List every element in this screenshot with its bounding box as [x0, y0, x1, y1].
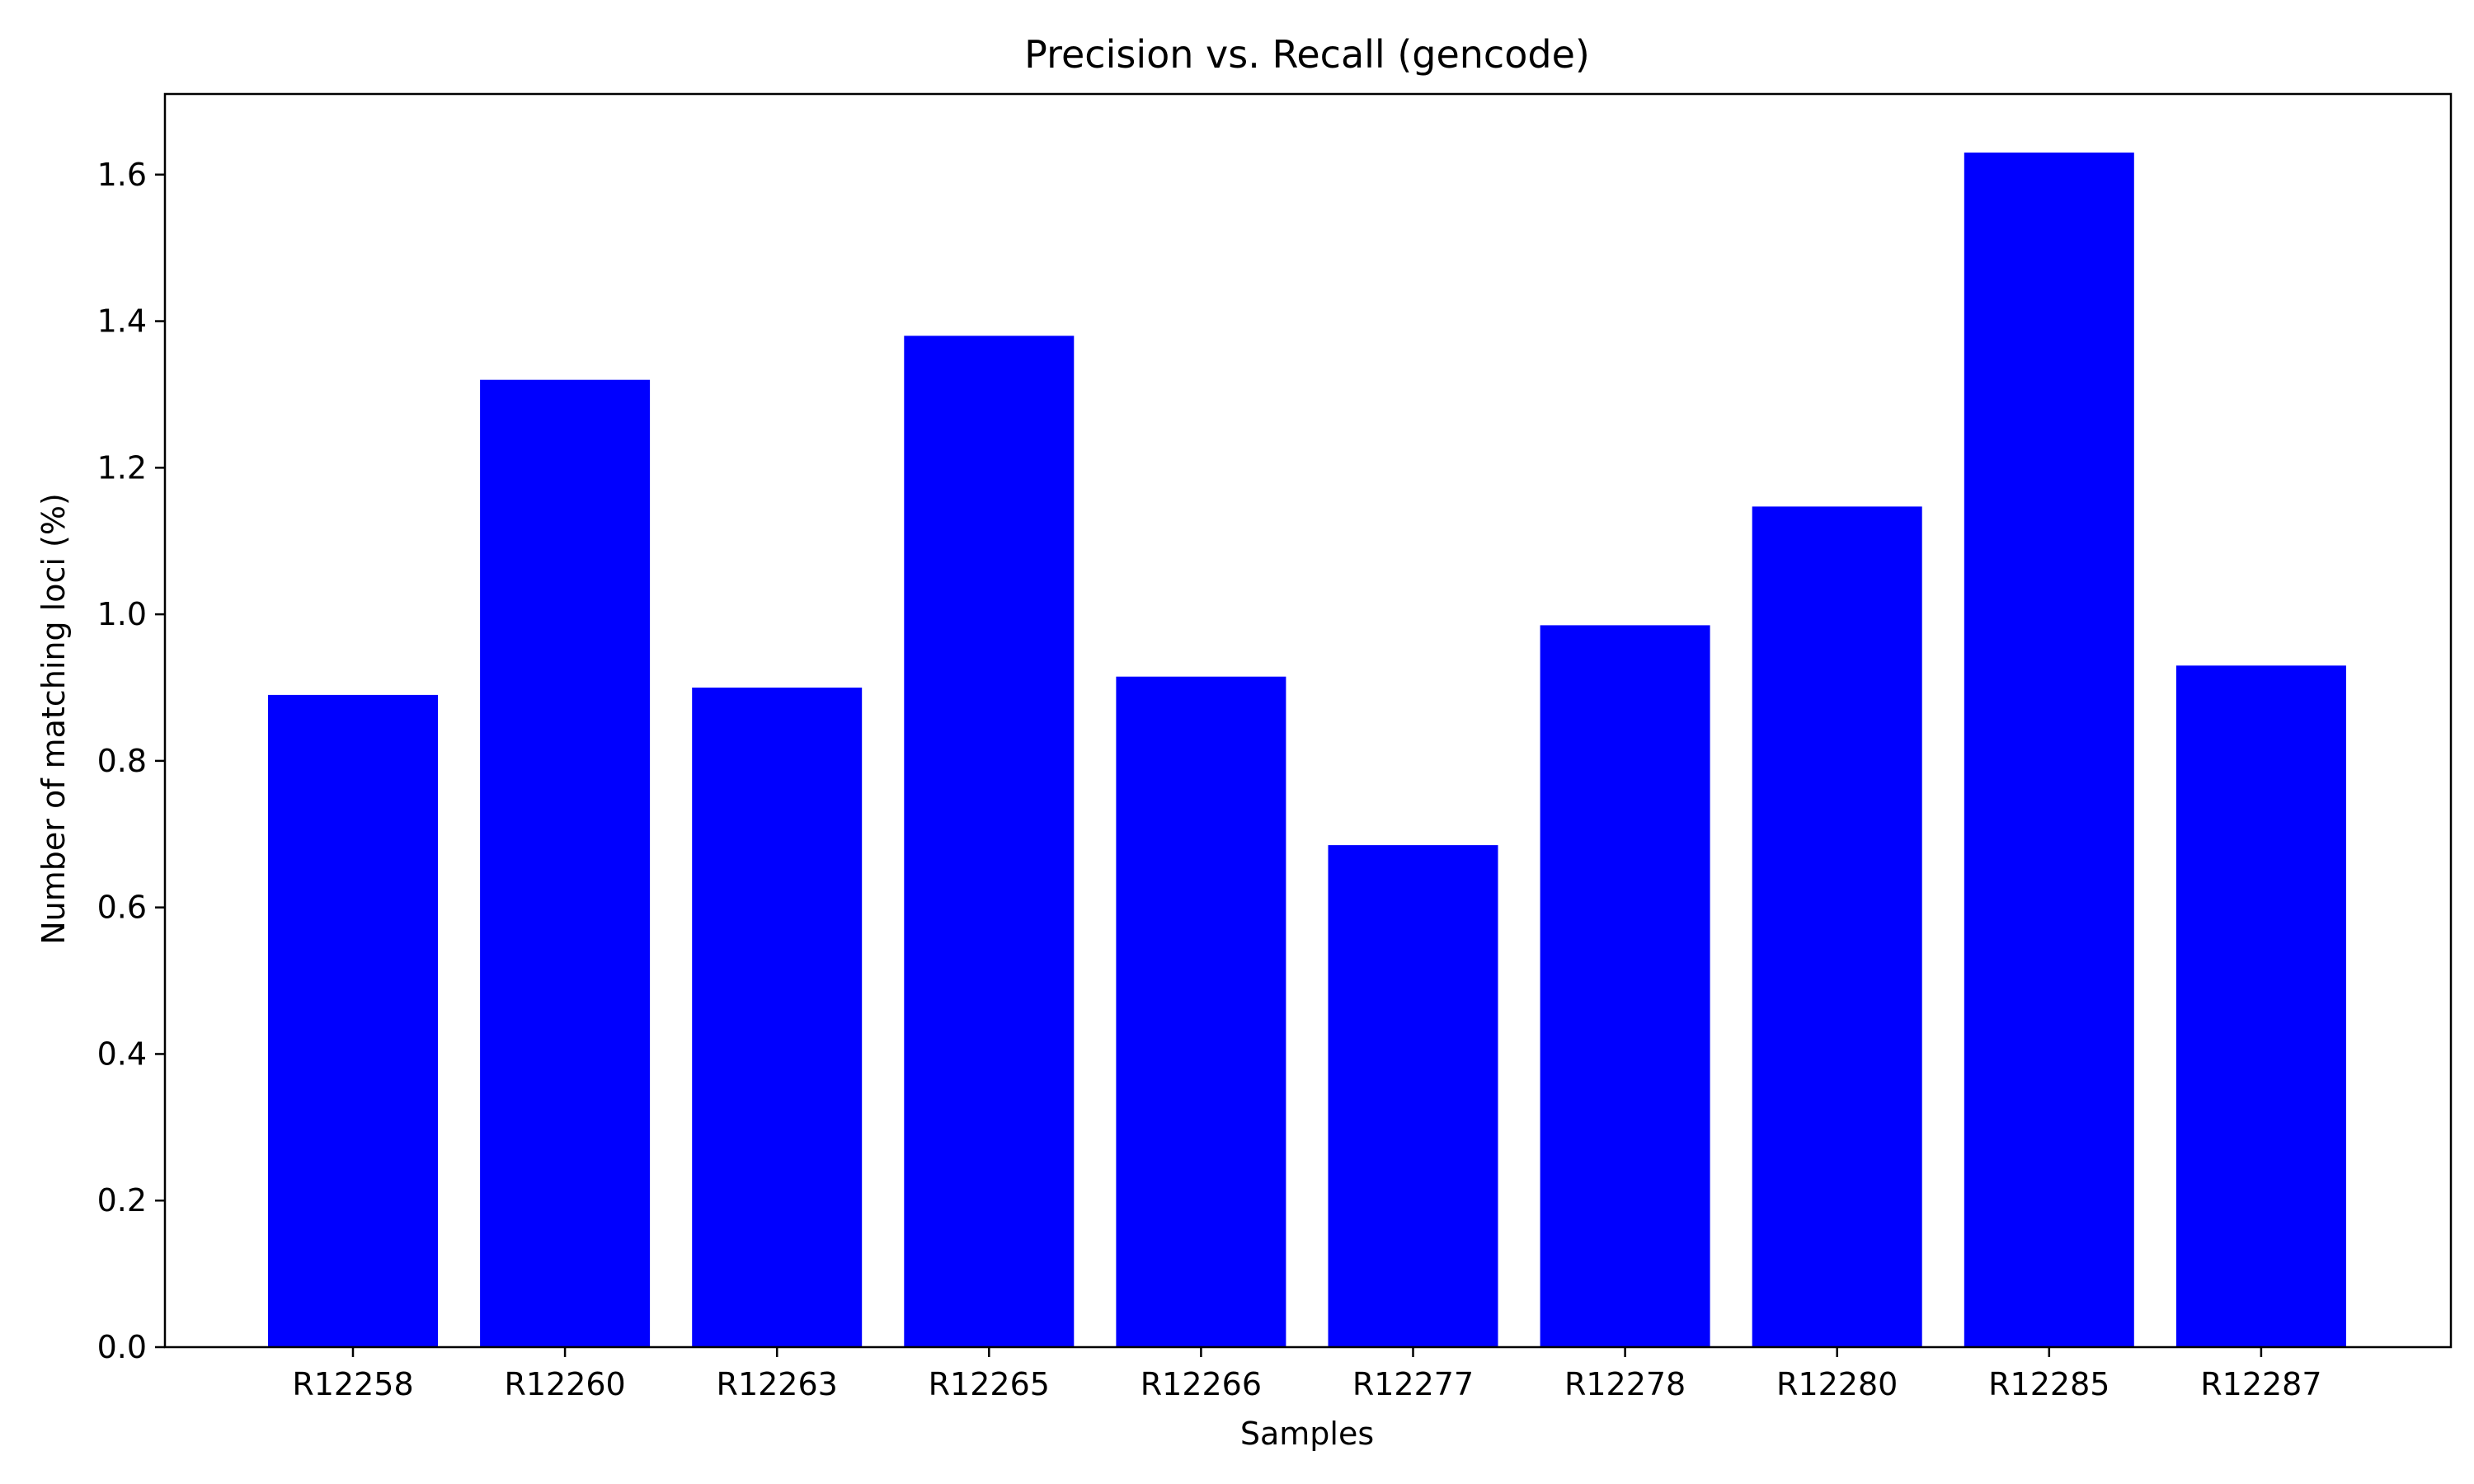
bar-R12260	[480, 379, 651, 1348]
bar-R12278	[1540, 625, 1710, 1347]
y-tick-label: 0.2	[97, 1182, 147, 1219]
y-tick-label: 1.2	[97, 449, 147, 486]
y-tick-label: 0.6	[97, 890, 147, 926]
x-tick-label: R12287	[2200, 1366, 2321, 1402]
y-tick-label: 1.4	[97, 303, 147, 340]
chart-title: Precision vs. Recall (gencode)	[1024, 32, 1590, 77]
y-tick-label: 0.0	[97, 1329, 147, 1365]
bar-R12265	[904, 336, 1075, 1347]
bar-R12263	[692, 688, 863, 1347]
axes-frame	[163, 92, 2453, 1349]
x-axis-label: Samples	[1240, 1416, 1374, 1452]
x-tick-label: R12265	[929, 1366, 1050, 1402]
bar-R12277	[1328, 845, 1498, 1347]
x-tick-label: R12263	[717, 1366, 838, 1402]
y-tick-label: 1.6	[97, 157, 147, 193]
bar-R12258	[268, 694, 438, 1347]
x-tick-label: R12278	[1564, 1366, 1686, 1402]
x-tick-label: R12277	[1352, 1366, 1474, 1402]
x-tick-label: R12285	[1988, 1366, 2109, 1402]
y-tick-label: 0.4	[97, 1036, 147, 1072]
y-axis-label: Number of matching loci (%)	[35, 493, 72, 945]
bar-R12285	[1964, 153, 2134, 1348]
x-tick-label: R12260	[504, 1366, 625, 1402]
bar-R12266	[1116, 676, 1286, 1347]
bars	[268, 153, 2346, 1348]
y-tick-label: 0.8	[97, 743, 147, 779]
x-tick-label: R12266	[1141, 1366, 1262, 1402]
x-tick-label: R12258	[292, 1366, 413, 1402]
x-tick-label: R12280	[1776, 1366, 1898, 1402]
y-axis-ticks: 0.0 0.2 0.4 0.6 0.8 1.0 1.2 1.4 1.6	[97, 157, 165, 1365]
bar-R12280	[1752, 506, 1922, 1347]
y-tick-label: 1.0	[97, 596, 147, 632]
x-axis-ticks: R12258 R12260 R12263 R12265 R12266 R12277 R122…	[292, 1347, 2322, 1402]
bar-R12287	[2175, 665, 2346, 1347]
